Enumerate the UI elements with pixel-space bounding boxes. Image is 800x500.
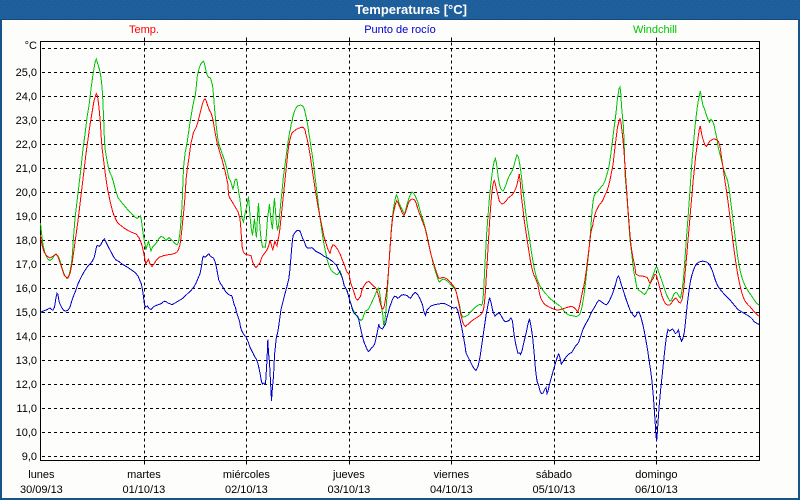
svg-text:03/10/13: 03/10/13 — [327, 484, 370, 496]
svg-text:05/10/13: 05/10/13 — [532, 484, 575, 496]
svg-text:sábado: sábado — [536, 469, 572, 481]
svg-text:14,0: 14,0 — [16, 331, 37, 343]
svg-text:20,0: 20,0 — [16, 187, 37, 199]
svg-text:jueves: jueves — [332, 469, 365, 481]
svg-text:15,0: 15,0 — [16, 307, 37, 319]
svg-text:10,0: 10,0 — [16, 427, 37, 439]
svg-text:13,0: 13,0 — [16, 355, 37, 367]
svg-text:12,0: 12,0 — [16, 379, 37, 391]
svg-text:lunes: lunes — [28, 469, 55, 481]
svg-text:04/10/13: 04/10/13 — [430, 484, 473, 496]
svg-text:9,0: 9,0 — [22, 451, 37, 463]
svg-text:02/10/13: 02/10/13 — [225, 484, 268, 496]
svg-text:23,0: 23,0 — [16, 115, 37, 127]
svg-text:domingo: domingo — [635, 469, 677, 481]
svg-text:01/10/13: 01/10/13 — [122, 484, 165, 496]
svg-text:16,0: 16,0 — [16, 283, 37, 295]
svg-text:17,0: 17,0 — [16, 259, 37, 271]
svg-text:Windchill: Windchill — [633, 24, 677, 36]
svg-text:18,0: 18,0 — [16, 235, 37, 247]
svg-text:24,0: 24,0 — [16, 91, 37, 103]
svg-text:martes: martes — [127, 469, 161, 481]
svg-text:30/09/13: 30/09/13 — [20, 484, 63, 496]
svg-text:19,0: 19,0 — [16, 211, 37, 223]
svg-text:21,0: 21,0 — [16, 163, 37, 175]
svg-text:06/10/13: 06/10/13 — [635, 484, 678, 496]
svg-text:11,0: 11,0 — [16, 403, 37, 415]
svg-text:22,0: 22,0 — [16, 139, 37, 151]
svg-text:Temp.: Temp. — [129, 24, 159, 36]
svg-text:°C: °C — [25, 40, 37, 52]
svg-text:Punto de rocío: Punto de rocío — [364, 24, 436, 36]
svg-text:miércoles: miércoles — [223, 469, 271, 481]
svg-text:viernes: viernes — [434, 469, 470, 481]
svg-text:25,0: 25,0 — [16, 67, 37, 79]
